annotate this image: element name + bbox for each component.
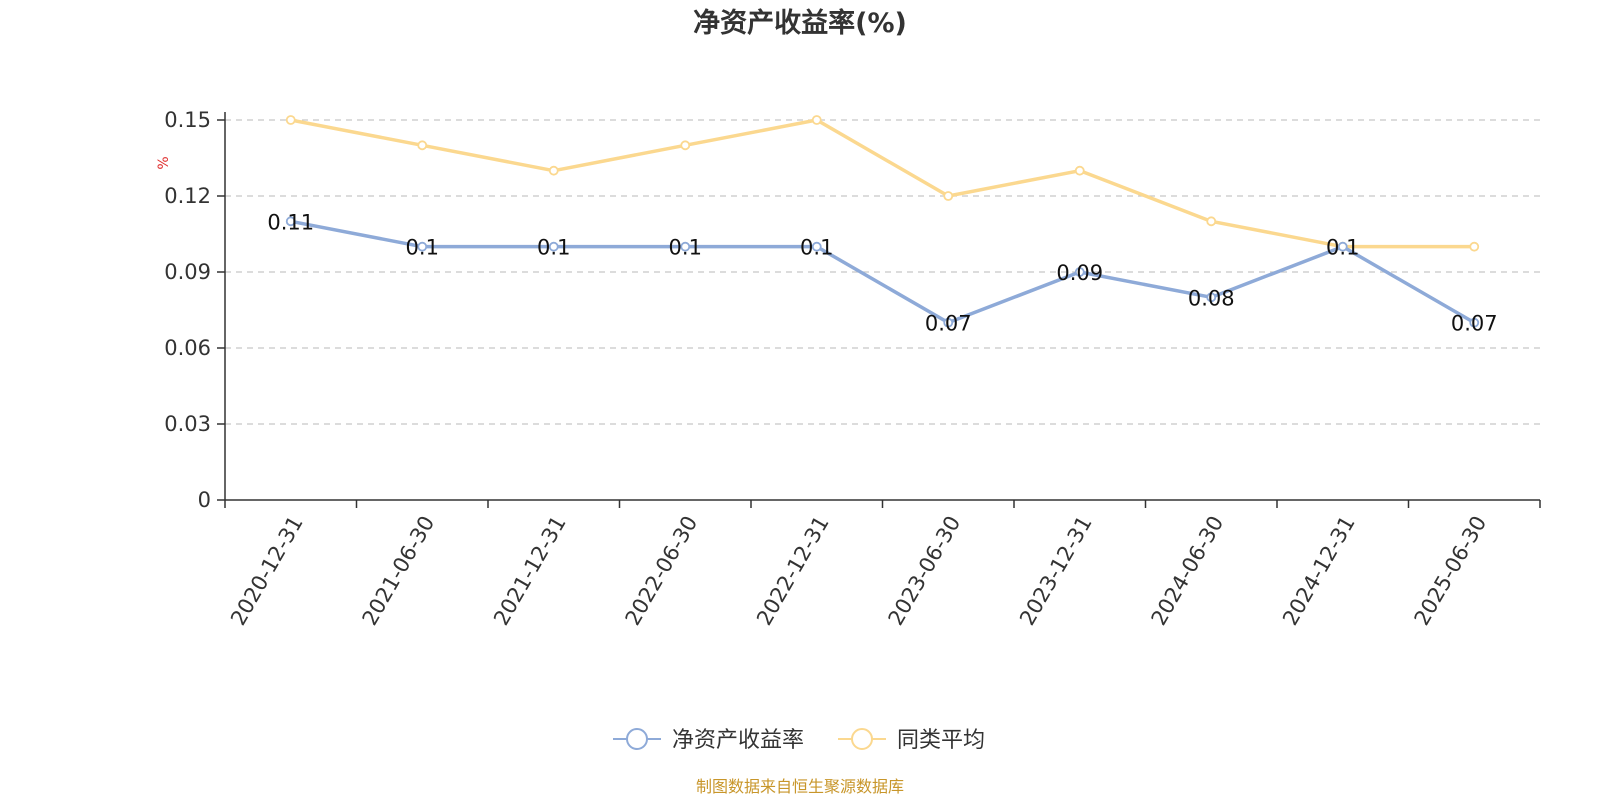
roe-data-label: 0.09 [1056, 261, 1103, 285]
y-tick-label: 0.06 [164, 336, 211, 360]
peer-average-point [811, 115, 822, 125]
peer-average-point [1469, 241, 1480, 252]
x-tick-label: 2022-12-31 [752, 512, 834, 630]
x-tick-label: 2024-06-30 [1147, 512, 1229, 630]
roe-data-label: 0.1 [800, 236, 833, 260]
y-axis-ticks: 0 0.03 0.06 0.09 0.12 0.15 [164, 108, 225, 512]
chart-title: 净资产收益率(%) [693, 7, 907, 39]
roe-point [943, 317, 954, 328]
series-layer [285, 115, 1480, 328]
roe-point [1206, 292, 1217, 303]
peer-average-point [285, 115, 296, 125]
peer-average-point [417, 140, 428, 151]
x-tick-label: 2020-12-31 [226, 512, 308, 630]
roe-point [548, 241, 559, 252]
roe-line [290, 219, 1476, 325]
roe-data-label: 0.1 [1326, 236, 1359, 260]
y-tick-label: 0.03 [164, 412, 211, 436]
roe-point [285, 216, 296, 227]
legend-item-roe[interactable]: 净资产收益率 [613, 728, 804, 753]
roe-data-label: 0.11 [267, 210, 314, 234]
roe-data-label: 0.1 [537, 236, 570, 260]
y-tick-label: 0.15 [164, 108, 211, 132]
axes [224, 112, 1540, 501]
roe-data-label: 0.08 [1188, 286, 1235, 310]
legend-peer-average-marker [851, 728, 873, 750]
roe-point [811, 241, 822, 252]
legend-roe-marker [626, 728, 648, 750]
roe-data-label: 0.07 [925, 312, 972, 336]
peer-average-point [1206, 216, 1217, 227]
x-tick-label: 2024-12-31 [1278, 512, 1360, 630]
x-tick-label: 2025-06-30 [1410, 512, 1492, 630]
series-roe [285, 216, 1480, 328]
roe-data-label: 0.1 [406, 236, 439, 260]
legend-peer-average-label: 同类平均 [897, 728, 985, 753]
data-source-note: 制图数据来自恒生聚源数据库 [696, 777, 904, 796]
roe-data-label: 0.1 [669, 236, 702, 260]
roe-point [680, 241, 691, 252]
legend: 净资产收益率 同类平均 [613, 728, 985, 753]
roe-point [1074, 267, 1085, 277]
x-tick-label: 2023-06-30 [884, 512, 966, 630]
series-peer-average [285, 115, 1480, 252]
peer-average-point [548, 165, 559, 176]
roe-point [417, 241, 428, 252]
peer-average-line [290, 118, 1475, 249]
data-labels: 0.11 0.1 0.1 0.1 0.1 0.07 0.09 0.08 0.1 0.07 [267, 210, 1497, 335]
x-tick-label: 2022-06-30 [621, 512, 703, 630]
peer-average-point [680, 140, 691, 151]
roe-point [1337, 241, 1348, 252]
roe-data-label: 0.07 [1451, 312, 1498, 336]
y-tick-label: 0.09 [164, 260, 211, 284]
y-tick-label: 0 [198, 488, 211, 512]
peer-average-point [943, 191, 954, 201]
y-tick-label: 0.12 [164, 184, 211, 208]
roe-point [1469, 317, 1480, 328]
grid-lines [225, 119, 1540, 425]
x-axis-ticks: 2020-12-31 2021-06-30 2021-12-31 2022-06-30… [224, 500, 1541, 630]
legend-item-peer-average[interactable]: 同类平均 [838, 728, 985, 753]
x-tick-label: 2021-06-30 [358, 512, 440, 630]
peer-average-point [1074, 165, 1085, 176]
x-tick-label: 2023-12-31 [1015, 512, 1097, 630]
x-tick-label: 2021-12-31 [489, 512, 571, 630]
y-axis-unit: % [156, 156, 172, 169]
legend-roe-label: 净资产收益率 [672, 728, 804, 753]
